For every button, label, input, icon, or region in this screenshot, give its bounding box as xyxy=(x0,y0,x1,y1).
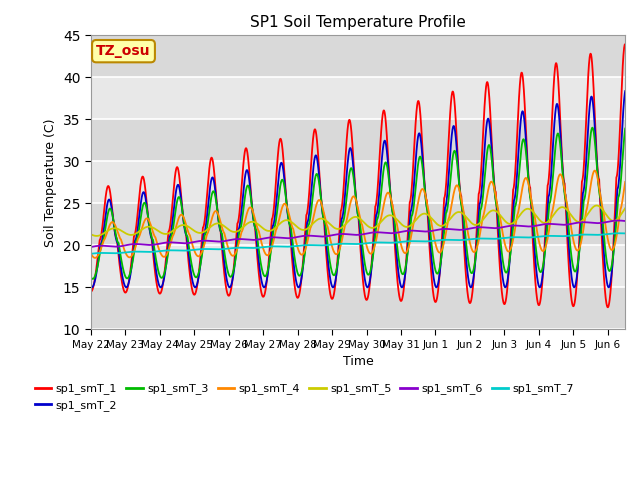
sp1_smT_3 xyxy=(554,131,562,136)
sp1_smT_6 xyxy=(486,225,493,231)
sp1_smT_6 xyxy=(554,222,562,228)
sp1_smT_5 xyxy=(87,231,95,237)
sp1_smT_4 xyxy=(92,255,99,261)
Bar xyxy=(91,36,625,77)
Line: sp1_smT_5: sp1_smT_5 xyxy=(91,204,640,236)
sp1_smT_2 xyxy=(554,105,562,110)
sp1_smT_2 xyxy=(622,86,630,92)
Line: sp1_smT_4: sp1_smT_4 xyxy=(91,167,640,258)
sp1_smT_2 xyxy=(632,217,640,223)
sp1_smT_7 xyxy=(638,230,640,236)
sp1_smT_3 xyxy=(623,119,631,125)
Line: sp1_smT_7: sp1_smT_7 xyxy=(91,233,640,254)
sp1_smT_5 xyxy=(638,213,640,218)
sp1_smT_2 xyxy=(87,284,95,289)
Bar xyxy=(91,204,625,245)
sp1_smT_6 xyxy=(521,224,529,229)
sp1_smT_4 xyxy=(438,248,445,254)
Text: TZ_osu: TZ_osu xyxy=(96,44,151,58)
sp1_smT_7 xyxy=(87,251,95,257)
sp1_smT_4 xyxy=(521,176,529,181)
sp1_smT_5 xyxy=(486,209,493,215)
sp1_smT_2 xyxy=(200,230,207,236)
sp1_smT_5 xyxy=(521,207,529,213)
sp1_smT_4 xyxy=(486,180,493,186)
Bar xyxy=(91,288,625,329)
Bar xyxy=(91,120,625,161)
sp1_smT_7 xyxy=(554,233,562,239)
Y-axis label: Soil Temperature (C): Soil Temperature (C) xyxy=(44,118,58,247)
Line: sp1_smT_3: sp1_smT_3 xyxy=(91,122,640,279)
X-axis label: Time: Time xyxy=(342,355,373,368)
sp1_smT_6 xyxy=(200,238,207,243)
sp1_smT_2 xyxy=(486,124,493,130)
sp1_smT_7 xyxy=(437,237,445,243)
sp1_smT_7 xyxy=(200,246,207,252)
sp1_smT_6 xyxy=(638,217,640,223)
Legend: sp1_smT_1, sp1_smT_2, sp1_smT_3, sp1_smT_4, sp1_smT_5, sp1_smT_6, sp1_smT_7: sp1_smT_1, sp1_smT_2, sp1_smT_3, sp1_smT… xyxy=(30,379,579,415)
sp1_smT_6 xyxy=(632,218,640,224)
sp1_smT_3 xyxy=(638,264,640,269)
sp1_smT_4 xyxy=(554,176,562,181)
sp1_smT_3 xyxy=(486,144,493,149)
Line: sp1_smT_6: sp1_smT_6 xyxy=(91,220,640,247)
sp1_smT_2 xyxy=(638,283,640,289)
sp1_smT_5 xyxy=(93,233,100,239)
sp1_smT_1 xyxy=(200,223,207,228)
sp1_smT_4 xyxy=(625,164,633,170)
sp1_smT_2 xyxy=(438,255,445,261)
sp1_smT_1 xyxy=(87,288,95,294)
sp1_smT_1 xyxy=(521,105,529,111)
sp1_smT_1 xyxy=(638,305,640,311)
sp1_smT_6 xyxy=(437,227,445,232)
sp1_smT_3 xyxy=(89,276,97,282)
sp1_smT_3 xyxy=(200,238,208,243)
sp1_smT_7 xyxy=(521,235,529,240)
sp1_smT_4 xyxy=(632,200,640,205)
sp1_smT_2 xyxy=(226,285,234,290)
sp1_smT_6 xyxy=(87,244,95,250)
sp1_smT_5 xyxy=(200,229,208,235)
sp1_smT_5 xyxy=(554,206,562,212)
sp1_smT_1 xyxy=(437,250,445,255)
sp1_smT_5 xyxy=(438,223,445,229)
Line: sp1_smT_1: sp1_smT_1 xyxy=(91,44,640,308)
Line: sp1_smT_2: sp1_smT_2 xyxy=(91,89,640,288)
sp1_smT_3 xyxy=(87,274,95,280)
sp1_smT_4 xyxy=(87,251,95,256)
sp1_smT_7 xyxy=(486,236,493,241)
sp1_smT_1 xyxy=(554,73,562,79)
sp1_smT_2 xyxy=(521,125,529,131)
sp1_smT_1 xyxy=(632,232,640,238)
sp1_smT_4 xyxy=(638,235,640,241)
sp1_smT_5 xyxy=(632,204,640,210)
sp1_smT_7 xyxy=(632,230,640,236)
sp1_smT_3 xyxy=(438,255,445,261)
sp1_smT_4 xyxy=(200,243,208,249)
sp1_smT_3 xyxy=(632,205,640,211)
sp1_smT_1 xyxy=(486,101,493,107)
sp1_smT_5 xyxy=(627,201,635,207)
Title: SP1 Soil Temperature Profile: SP1 Soil Temperature Profile xyxy=(250,15,466,30)
sp1_smT_3 xyxy=(521,142,529,147)
sp1_smT_1 xyxy=(621,41,629,47)
